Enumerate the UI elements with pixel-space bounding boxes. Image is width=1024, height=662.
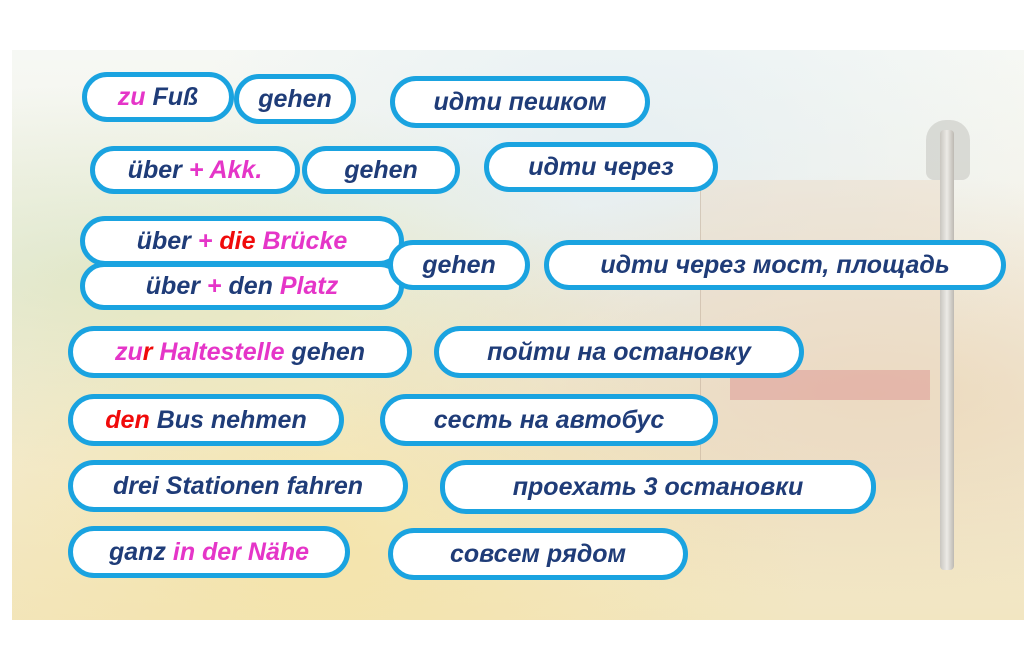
phrase-text-segment: r [142, 337, 160, 366]
translation-card-na-avtobus: сесть на автобус [380, 394, 718, 446]
phrase-card-drei-stationen: drei Stationen fahren [68, 460, 408, 512]
phrase-text-segment: Bus nehmen [156, 405, 307, 434]
phrase-card-den-bus-nehmen: den Bus nehmen [68, 394, 344, 446]
translation-card-na-ostanovku: пойти на остановку [434, 326, 804, 378]
phrase-text-segment: + Akk. [188, 155, 263, 184]
phrase-text-segment: den [105, 405, 157, 434]
phrase-card-in-der-naehe: ganz in der Nähe [68, 526, 350, 578]
phrase-text-segment: über [145, 271, 207, 300]
phrase-text-segment: Haltestelle [159, 337, 292, 366]
phrase-text-segment: in der Nähe [172, 537, 310, 566]
phrase-card-gehen: gehen [388, 240, 530, 290]
street-lamp [940, 130, 954, 570]
translation-card-3-ostanovki: проехать 3 остановки [440, 460, 876, 514]
phrase-text-segment: zu [117, 82, 153, 111]
phrase-text-segment: den [228, 271, 280, 300]
phrase-card-ueber-akk: über + Akk. [90, 146, 300, 194]
phrase-card-zur-haltestelle: zu r Haltestelle gehen [68, 326, 412, 378]
phrase-card-gehen: gehen [234, 74, 356, 124]
phrase-text-segment: проехать 3 остановки [512, 472, 804, 501]
phrase-text-segment: Fuß [152, 82, 199, 111]
phrase-text-segment: идти пешком [433, 87, 607, 116]
phrase-text-segment: ganz [108, 537, 173, 566]
translation-card-idti-peshkom: идти пешком [390, 76, 650, 128]
phrase-card-gehen: gehen [302, 146, 460, 194]
phrase-text-segment: gehen [422, 250, 496, 279]
phrase-text-segment: gehen [291, 337, 366, 366]
phrase-text-segment: идти через [528, 152, 674, 181]
phrase-text-segment: über [127, 155, 189, 184]
phrase-text-segment: Brücke [262, 226, 348, 255]
phrase-text-segment: die [219, 226, 263, 255]
phrase-text-segment: zu [114, 337, 143, 366]
phrase-card-ueber-den-platz: über + den Platz [80, 262, 404, 310]
translation-card-ryadom: совсем рядом [388, 528, 688, 580]
phrase-text-segment: gehen [344, 155, 418, 184]
translation-card-most-ploshchad: идти через мост, площадь [544, 240, 1006, 290]
phrase-text-segment: + [206, 271, 229, 300]
phrase-card-zu-fuss: zu Fuß [82, 72, 234, 122]
translation-card-idti-cherez: идти через [484, 142, 718, 192]
phrase-text-segment: drei Stationen fahren [112, 471, 364, 500]
phrase-text-segment: пойти на остановку [487, 337, 751, 366]
phrase-card-ueber-die-bruecke: über + die Brücke [80, 216, 404, 266]
phrase-text-segment: gehen [258, 84, 332, 113]
phrase-text-segment: совсем рядом [449, 539, 627, 568]
phrase-text-segment: Platz [279, 271, 339, 300]
phrase-text-segment: сесть на автобус [433, 405, 665, 434]
phrase-text-segment: über [136, 226, 198, 255]
phrase-text-segment: + [197, 226, 220, 255]
phrase-text-segment: идти через мост, площадь [600, 250, 950, 279]
